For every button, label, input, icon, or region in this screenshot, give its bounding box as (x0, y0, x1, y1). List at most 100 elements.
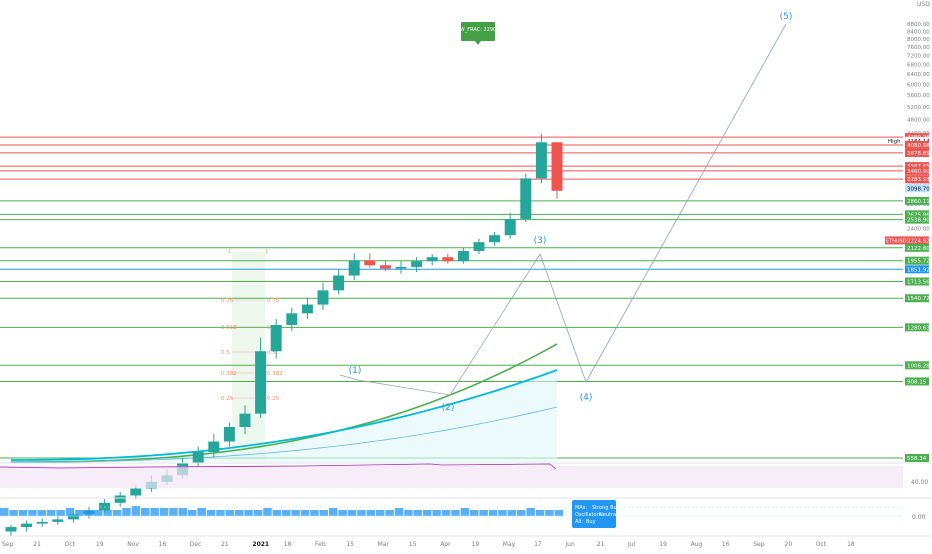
rating-bar-26 (244, 510, 253, 516)
fib-label-right-0: 0.75 (267, 298, 280, 304)
candle-body-27 (426, 257, 438, 262)
candle-body-28 (442, 257, 454, 262)
price-tag-4 (905, 162, 929, 171)
candle-body-2 (36, 521, 48, 524)
price-tag-text-10: 2538.90 (907, 218, 930, 224)
price-tag-17 (905, 323, 929, 332)
x-tick-4: Nov (127, 541, 139, 548)
price-tag-10 (905, 215, 929, 224)
rating-bar-18 (169, 508, 178, 516)
rating-bar-5 (47, 510, 56, 516)
fib-top-mark-left: 1 (228, 249, 231, 255)
candle-body-20 (317, 290, 329, 305)
y-tick-10: 6400.00 (907, 72, 930, 78)
rating-bar-39 (366, 510, 376, 516)
rating-bar-31 (291, 510, 300, 516)
candle-body-32 (504, 218, 516, 236)
rating-bar-43 (404, 510, 413, 516)
candle-body-21 (333, 275, 345, 291)
rating-bar-37 (347, 510, 357, 516)
rating-bar-20 (188, 510, 197, 516)
candle-body-15 (239, 413, 251, 427)
candle-body-0 (5, 527, 17, 532)
rating-bar-2 (18, 510, 28, 516)
rating-box (572, 500, 616, 528)
candle-body-23 (364, 260, 376, 266)
rating-bar-38 (357, 510, 366, 516)
rating-bar-49 (460, 508, 470, 516)
rating-bar-23 (216, 510, 225, 516)
candle-body-29 (457, 251, 469, 262)
symbol-tag (885, 236, 905, 245)
fib-top-mark-right: 1 (265, 249, 268, 255)
x-tick-16: May (503, 541, 516, 548)
fib-label-left-0: 0.75 (221, 298, 234, 304)
rating-bar-54 (507, 510, 517, 516)
high-tag: High (888, 139, 901, 145)
x-tick-3: 19 (96, 541, 104, 548)
y-tick-11: 6800.00 (907, 63, 930, 69)
rating-all-value: Buy (586, 519, 596, 525)
rating-bar-6 (56, 510, 65, 516)
rating-bar-56 (526, 508, 535, 516)
currency-label: USD (917, 1, 930, 8)
symbol-tag-text: ETHUSD (886, 238, 907, 244)
rsi-axis-label: 40.00 (911, 479, 928, 486)
x-tick-23: 16 (722, 541, 730, 548)
rating-osc-label: Oscillators: (575, 512, 603, 518)
x-tick-12: Mar (378, 541, 390, 548)
ma-fill-area (11, 370, 557, 462)
rating-bar-12 (112, 510, 122, 516)
x-tick-21: 19 (659, 541, 667, 548)
price-tag-text-15: 1713.56 (907, 280, 930, 286)
wfrac-tag-pointer (475, 41, 481, 45)
candle-body-18 (286, 313, 298, 325)
fib-label-left-2: 0.5 (221, 350, 230, 356)
price-tag-text-7: 3098.70 (907, 186, 930, 192)
price-tag-3 (905, 148, 929, 157)
wfrac-tag (461, 22, 495, 41)
y-tick-0: 2400.00 (907, 226, 930, 232)
price-tag-5 (905, 166, 929, 175)
y-tick-14: 8000.00 (907, 37, 930, 43)
rating-bar-44 (413, 510, 423, 516)
rating-bar-28 (263, 508, 272, 516)
y-tick-2: 3200.00 (907, 181, 930, 187)
wave-label-2: (3) (534, 236, 547, 246)
price-tag-14 (905, 265, 929, 274)
rating-bar-45 (423, 510, 432, 516)
price-tag-text-19: 908.15 (907, 379, 927, 385)
candle-body-34 (535, 142, 547, 179)
volume-axis-label: 0.00 (912, 514, 926, 521)
price-tag-7 (905, 184, 929, 193)
rating-bar-41 (385, 510, 394, 516)
rating-bar-10 (94, 510, 103, 516)
x-tick-26: Oct (816, 541, 827, 548)
wave-label-1: (2) (442, 403, 455, 413)
rating-bar-57 (535, 510, 545, 516)
rating-bar-59 (554, 510, 564, 516)
rating-bar-53 (498, 510, 507, 516)
price-tag-text-12: 2122.80 (907, 246, 930, 252)
rsi-line (0, 463, 557, 470)
ma-slow-line (11, 369, 558, 461)
rating-bar-27 (253, 510, 263, 516)
y-tick-1: 2800.00 (907, 202, 930, 208)
rating-bar-34 (319, 510, 329, 516)
price-tag-6 (905, 175, 929, 184)
price-tag-16 (905, 294, 929, 303)
y-tick-8: 5600.00 (907, 93, 930, 99)
rating-bar-14 (131, 506, 141, 516)
price-tag-text-13: 1955.72 (907, 259, 930, 265)
rating-bar-32 (300, 510, 310, 516)
x-tick-22: Aug (691, 541, 703, 548)
x-tick-18: Jun (564, 541, 575, 548)
fib-label-left-4: 0.25 (221, 396, 234, 402)
price-tag-20 (905, 454, 929, 462)
rsi-band (0, 466, 903, 488)
candle-body-3 (52, 519, 64, 522)
rating-all-label: All: (575, 519, 583, 525)
candle-body-26 (411, 261, 423, 267)
